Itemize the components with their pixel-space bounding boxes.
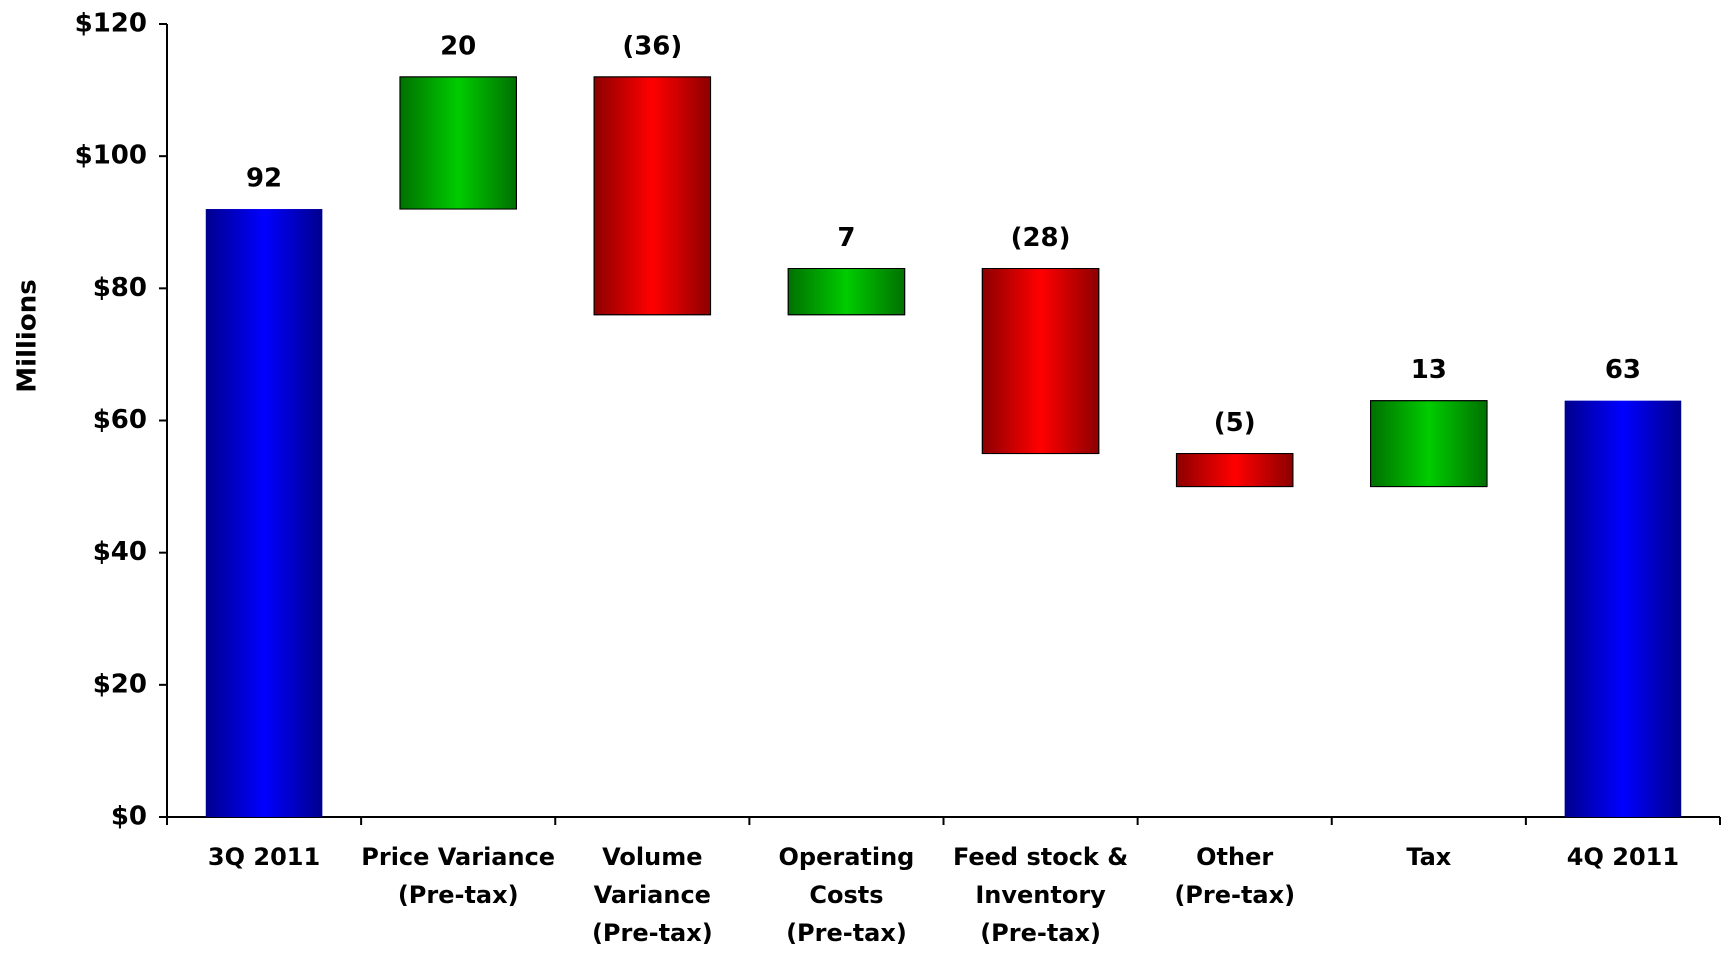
value-label: 7: [837, 223, 855, 253]
bar-shade: [593, 76, 712, 316]
bar-shade: [399, 76, 517, 210]
bar-shade: [1564, 400, 1682, 817]
x-tick-label: 4Q 2011: [1566, 843, 1680, 871]
bar-shade: [205, 209, 323, 818]
x-tick-label: Other (Pre-tax): [1174, 843, 1296, 909]
bar-shade: [1175, 453, 1294, 488]
y-tick-label: $0: [111, 802, 147, 832]
y-tick-label: $100: [75, 141, 147, 171]
value-label: 63: [1605, 355, 1641, 385]
y-axis-label: Millions: [13, 279, 43, 392]
bar-shade: [981, 268, 1100, 455]
x-tick-label: Tax: [1406, 843, 1452, 871]
value-label: 13: [1411, 355, 1447, 385]
x-tick-label: Price Variance (Pre-tax): [361, 843, 556, 909]
x-tick-label: Volume Variance (Pre-tax): [591, 843, 713, 947]
value-label: (36): [622, 31, 682, 61]
y-tick-label: $20: [93, 669, 147, 699]
y-tick-label: $60: [93, 405, 147, 435]
value-label: (5): [1214, 408, 1256, 438]
x-tick-label: Feed stock & Inventory (Pre-tax): [952, 843, 1129, 947]
value-label: 92: [246, 164, 282, 194]
bar-shade: [787, 268, 906, 316]
y-tick-label: $120: [75, 9, 147, 39]
x-tick-label: 3Q 2011: [207, 843, 321, 871]
x-tick-label: Operating Costs (Pre-tax): [778, 843, 915, 947]
y-tick-label: $40: [93, 537, 147, 567]
bar-shade: [1370, 400, 1488, 488]
value-label: 20: [440, 31, 476, 61]
y-tick-label: $80: [93, 273, 147, 303]
value-label: (28): [1011, 223, 1071, 253]
